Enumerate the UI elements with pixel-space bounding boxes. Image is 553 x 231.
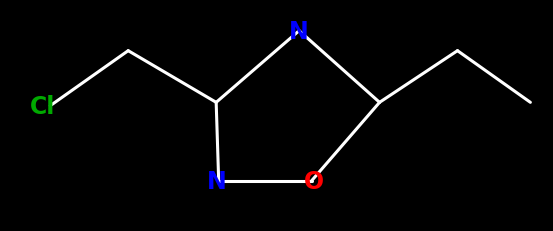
Text: Cl: Cl [29, 94, 55, 118]
Text: N: N [207, 169, 227, 193]
Text: O: O [304, 169, 324, 193]
Text: N: N [289, 20, 309, 43]
